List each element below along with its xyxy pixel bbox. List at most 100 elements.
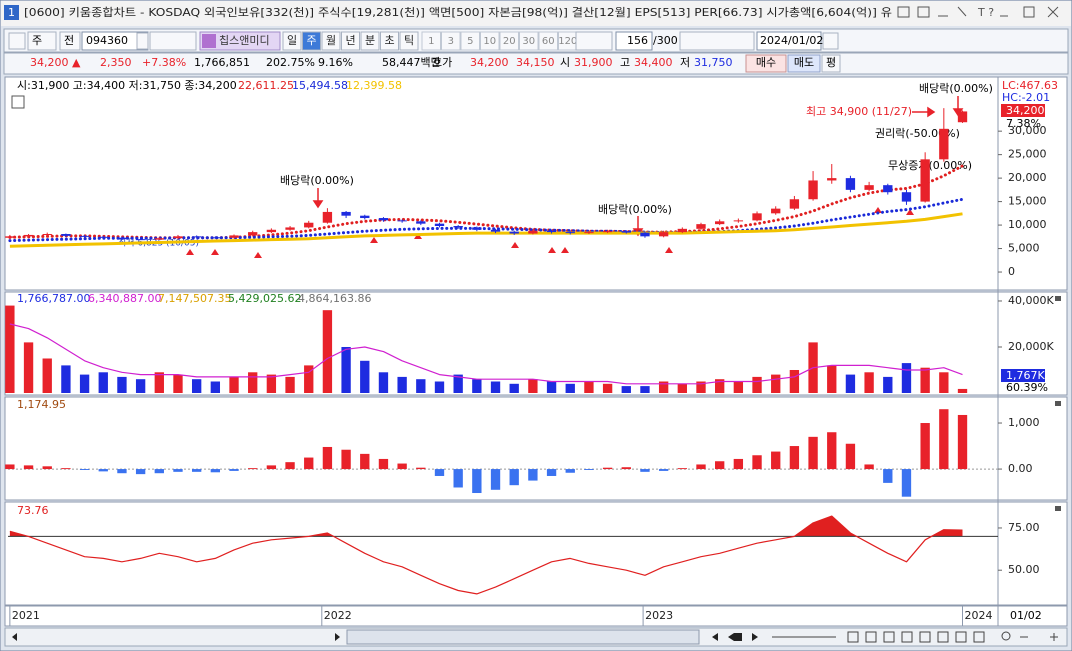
bar	[434, 469, 445, 476]
y-tick-label: 30,000	[1008, 124, 1047, 137]
interval-label: 년	[345, 34, 355, 47]
count-input[interactable]	[615, 31, 653, 51]
scroll-thumb[interactable]	[346, 629, 700, 645]
legend-entry: 6,340,887.00	[88, 292, 161, 305]
candle-body	[883, 185, 893, 193]
minute-button[interactable]	[480, 31, 500, 51]
avg-label: 평	[826, 56, 836, 69]
y-tick-label: 5,000	[1008, 242, 1040, 255]
y-tick-label: 75.00	[1008, 521, 1040, 534]
bar	[715, 379, 725, 393]
candle-body	[173, 236, 183, 239]
minute-button[interactable]	[538, 31, 558, 51]
x-tick-label: 2022	[324, 609, 352, 622]
bar	[715, 461, 725, 470]
candle-body	[733, 220, 744, 222]
bar	[621, 386, 631, 393]
bar	[154, 372, 164, 393]
sound-button[interactable]	[149, 31, 197, 51]
bar	[61, 365, 71, 393]
bar	[117, 376, 127, 393]
y-tick-label: 20,000	[1008, 171, 1047, 184]
minute-label: 20	[503, 36, 516, 47]
annotation: 배당락(0.00%)	[598, 203, 672, 216]
help-icon[interactable]: T ?	[977, 6, 994, 19]
bar	[789, 369, 800, 393]
code-dropdown[interactable]	[136, 32, 149, 50]
window-icon	[4, 5, 19, 20]
bar	[565, 469, 575, 473]
bar	[397, 376, 407, 393]
bar	[248, 372, 258, 393]
candle-body	[135, 239, 146, 241]
date-input[interactable]	[756, 31, 822, 51]
sell-button[interactable]	[787, 54, 821, 73]
legend-entry: 7,147,507.35	[158, 292, 231, 305]
period-label: 주	[32, 34, 42, 47]
open: 31,900	[574, 56, 613, 69]
menu-button[interactable]	[8, 32, 26, 50]
legend-entry: 1,766,787.00	[17, 292, 90, 305]
interval-button[interactable]	[341, 31, 360, 51]
last-rate: 7.38%	[1006, 117, 1041, 130]
high-label: 고	[620, 56, 630, 69]
minute-button[interactable]	[441, 31, 461, 51]
period-select[interactable]	[27, 31, 57, 51]
y-tick-label: 0	[1008, 265, 1015, 278]
bar	[416, 467, 426, 470]
zoom-tools[interactable]	[772, 631, 1058, 643]
bar	[42, 466, 52, 470]
buy-label: 매수	[756, 56, 776, 69]
bar	[658, 469, 669, 471]
minute-button[interactable]	[519, 31, 539, 51]
bar	[79, 374, 90, 393]
interval-button[interactable]	[321, 31, 341, 51]
minute-label: 60	[542, 36, 555, 47]
candle-body	[378, 218, 389, 221]
last-volume: 1,767K	[1006, 369, 1045, 382]
interval-button[interactable]	[360, 31, 380, 51]
calendar-button[interactable]	[822, 32, 839, 50]
candle-body	[845, 178, 856, 190]
candle-body	[789, 199, 800, 209]
interval-button[interactable]	[399, 31, 419, 51]
candle-body	[528, 230, 538, 234]
last-price: 34,200	[1006, 104, 1045, 117]
interval-button[interactable]	[282, 31, 302, 51]
interval-button[interactable]	[302, 31, 321, 51]
bar	[266, 465, 277, 470]
avg-button[interactable]	[821, 54, 841, 73]
y-tick-label: 1,000	[1008, 416, 1040, 429]
ohlc-readout: 시:31,900 고:34,400 저:31,750 종:34,200	[17, 79, 237, 92]
tool-icons[interactable]	[679, 31, 755, 51]
last-volume-box	[1001, 369, 1045, 382]
hc-label: HC:-2.01	[1002, 91, 1050, 104]
window-buttons[interactable]	[897, 6, 1059, 18]
bar	[416, 379, 426, 393]
bar	[229, 376, 239, 393]
stock-name-box[interactable]	[199, 31, 281, 51]
interval-button[interactable]	[380, 31, 399, 51]
window-title: [0600] 키움종합차트 - KOSDAQ 외국인보유[332(천)] 주식수…	[24, 5, 892, 19]
candle-body	[117, 237, 127, 240]
bar	[266, 374, 277, 393]
y-tick-label: 0.00	[1008, 462, 1033, 475]
scroll-buttons[interactable]	[12, 633, 758, 641]
prev-button[interactable]	[59, 31, 81, 51]
candle-body	[752, 213, 762, 221]
candle-body	[621, 231, 631, 233]
minute-button[interactable]	[460, 31, 480, 51]
bar	[285, 376, 295, 393]
bar	[490, 381, 501, 393]
minute-button[interactable]	[421, 31, 441, 51]
table-icon[interactable]	[11, 95, 25, 109]
buy-button[interactable]	[745, 54, 787, 73]
candle-body	[210, 237, 221, 239]
bar	[378, 372, 389, 393]
candle-body	[827, 178, 837, 181]
interval-dropdown[interactable]	[575, 31, 613, 51]
minute-button[interactable]	[499, 31, 519, 51]
panel-icons[interactable]	[1055, 296, 1061, 511]
price-panel	[4, 76, 1068, 291]
candle-body	[266, 229, 277, 233]
